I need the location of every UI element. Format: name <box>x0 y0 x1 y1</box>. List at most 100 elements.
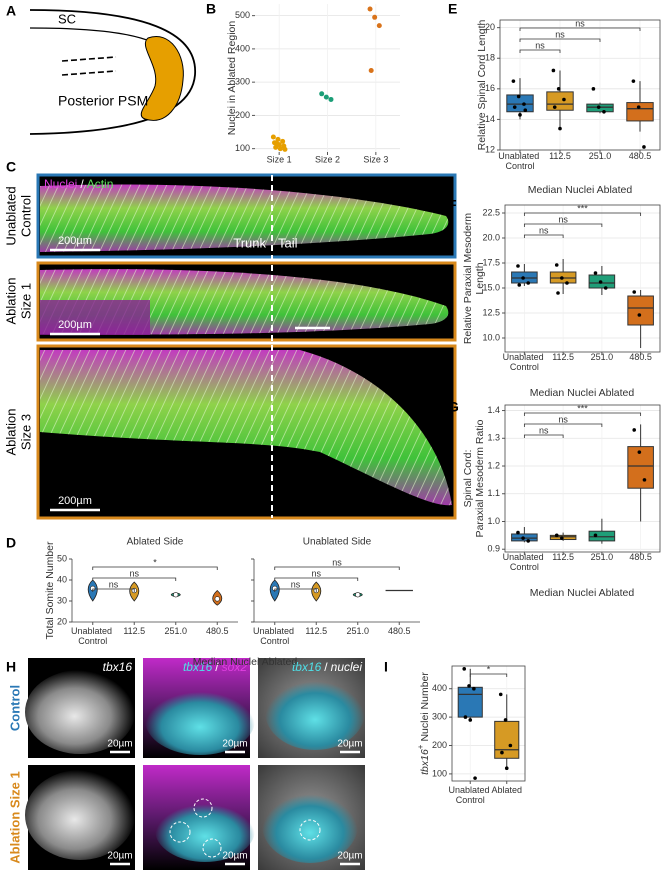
data-point <box>642 478 647 482</box>
embryo-outline <box>29 9 196 135</box>
panel-label: B <box>206 1 216 17</box>
data-point <box>554 533 559 538</box>
data-point <box>516 530 520 535</box>
row-label: Ablation <box>3 278 18 325</box>
panel-label: C <box>6 159 16 175</box>
ablation-circle <box>202 838 222 858</box>
x-tick-label: Unablated Control <box>498 151 542 171</box>
data-point <box>277 146 283 152</box>
data-point <box>551 68 556 73</box>
channel-label-part: sox2 <box>222 660 248 674</box>
y-tick-label: 10.0 <box>482 332 500 342</box>
data-point <box>280 138 286 144</box>
data-point <box>556 87 561 91</box>
data-point <box>526 539 531 543</box>
scale-bar-label: 20µm <box>222 739 247 750</box>
x-tick-label: 251.0 <box>589 151 612 161</box>
y-tick-label: 1.1 <box>487 488 500 498</box>
significance-label: * <box>487 664 491 674</box>
significance-label: ns <box>558 414 568 424</box>
y-tick-label: 12.5 <box>482 307 500 317</box>
plot-frame <box>499 19 661 151</box>
data-point <box>516 94 521 99</box>
significance-label: ns <box>109 579 119 589</box>
x-tick-label: Unablated Control <box>503 352 547 372</box>
x-tick-label: Size 1 <box>267 154 292 164</box>
significance-label: ns <box>558 214 568 224</box>
somites <box>40 184 449 252</box>
significance-bracket <box>274 588 317 592</box>
somites <box>40 350 452 506</box>
y-axis-label-part: tbx16 <box>419 749 431 775</box>
data-point <box>560 536 564 540</box>
row-label: Control <box>7 685 22 731</box>
plot-frame <box>504 204 661 353</box>
data-point <box>523 108 528 113</box>
scale-bar-label: 20µm <box>107 739 132 750</box>
data-point <box>498 692 503 697</box>
channel-label: Nuclei / Actin <box>44 177 113 191</box>
significance-bracket <box>519 49 561 53</box>
tbx16-signal <box>265 674 365 750</box>
significance-bracket <box>274 577 359 581</box>
channel-label-part: Actin <box>87 177 114 191</box>
data-point <box>631 79 636 83</box>
box <box>627 446 654 489</box>
significance-bracket <box>92 588 135 592</box>
box <box>627 295 654 326</box>
significance-label: ns <box>535 40 545 50</box>
row-label: Control <box>18 195 33 237</box>
x-tick-label: 251.0 <box>591 552 614 562</box>
schematic-label: Posterior PSM <box>58 93 148 109</box>
significance-bracket <box>523 434 564 438</box>
data-point <box>328 96 334 102</box>
y-axis-label: Relative Paraxial Mesoderm <box>462 213 474 345</box>
data-point <box>500 750 504 755</box>
data-point <box>504 766 509 771</box>
significance-bracket <box>469 673 508 677</box>
data-point <box>596 105 601 109</box>
data-point <box>565 281 569 285</box>
x-tick-label: 480.5 <box>206 626 229 636</box>
data-point <box>554 263 559 267</box>
axis-line <box>71 559 238 623</box>
channel-label-part: / <box>324 660 328 674</box>
significance-label: *** <box>577 403 588 413</box>
significance-label: ns <box>129 568 139 578</box>
channel-label: tbx16/sox2 <box>183 660 247 674</box>
data-point <box>602 109 606 114</box>
data-point <box>552 105 557 109</box>
x-axis-label: Median Nuclei Ablated <box>193 656 298 668</box>
data-point <box>632 428 637 432</box>
panel-label: D <box>6 535 16 551</box>
channel-label-part: / <box>215 660 219 674</box>
y-axis-label: Nuclei in Ablated Region <box>226 21 238 136</box>
data-point <box>522 102 526 106</box>
scale-bar-label: 200µm <box>58 319 92 331</box>
channel-label-part: / <box>80 177 84 191</box>
significance-label: *** <box>577 203 588 213</box>
tailbud-images <box>25 658 365 870</box>
significance-bracket <box>523 234 564 238</box>
data-point <box>282 146 288 152</box>
region-label: Trunk <box>233 235 266 250</box>
box <box>457 686 483 718</box>
data-point <box>463 715 468 719</box>
psm-shape <box>140 36 184 121</box>
channel-label-part: nuclei <box>331 660 363 674</box>
y-tick-label: 20 <box>485 22 495 32</box>
x-tick-label: 112.5 <box>552 352 574 362</box>
data-point <box>556 291 560 295</box>
x-tick-label: 480.5 <box>629 552 652 562</box>
x-tick-label: 251.0 <box>591 352 614 362</box>
scale-bar-label: 200µm <box>58 235 92 247</box>
scale-bar-label: 20µm <box>337 739 362 750</box>
x-tick-label: Ablated <box>491 785 522 795</box>
significance-label: ns <box>555 29 565 39</box>
data-point <box>521 276 525 280</box>
significance-label: * <box>153 557 157 567</box>
y-tick-label: 22.5 <box>482 207 500 217</box>
y-tick-label: 12 <box>485 144 495 154</box>
